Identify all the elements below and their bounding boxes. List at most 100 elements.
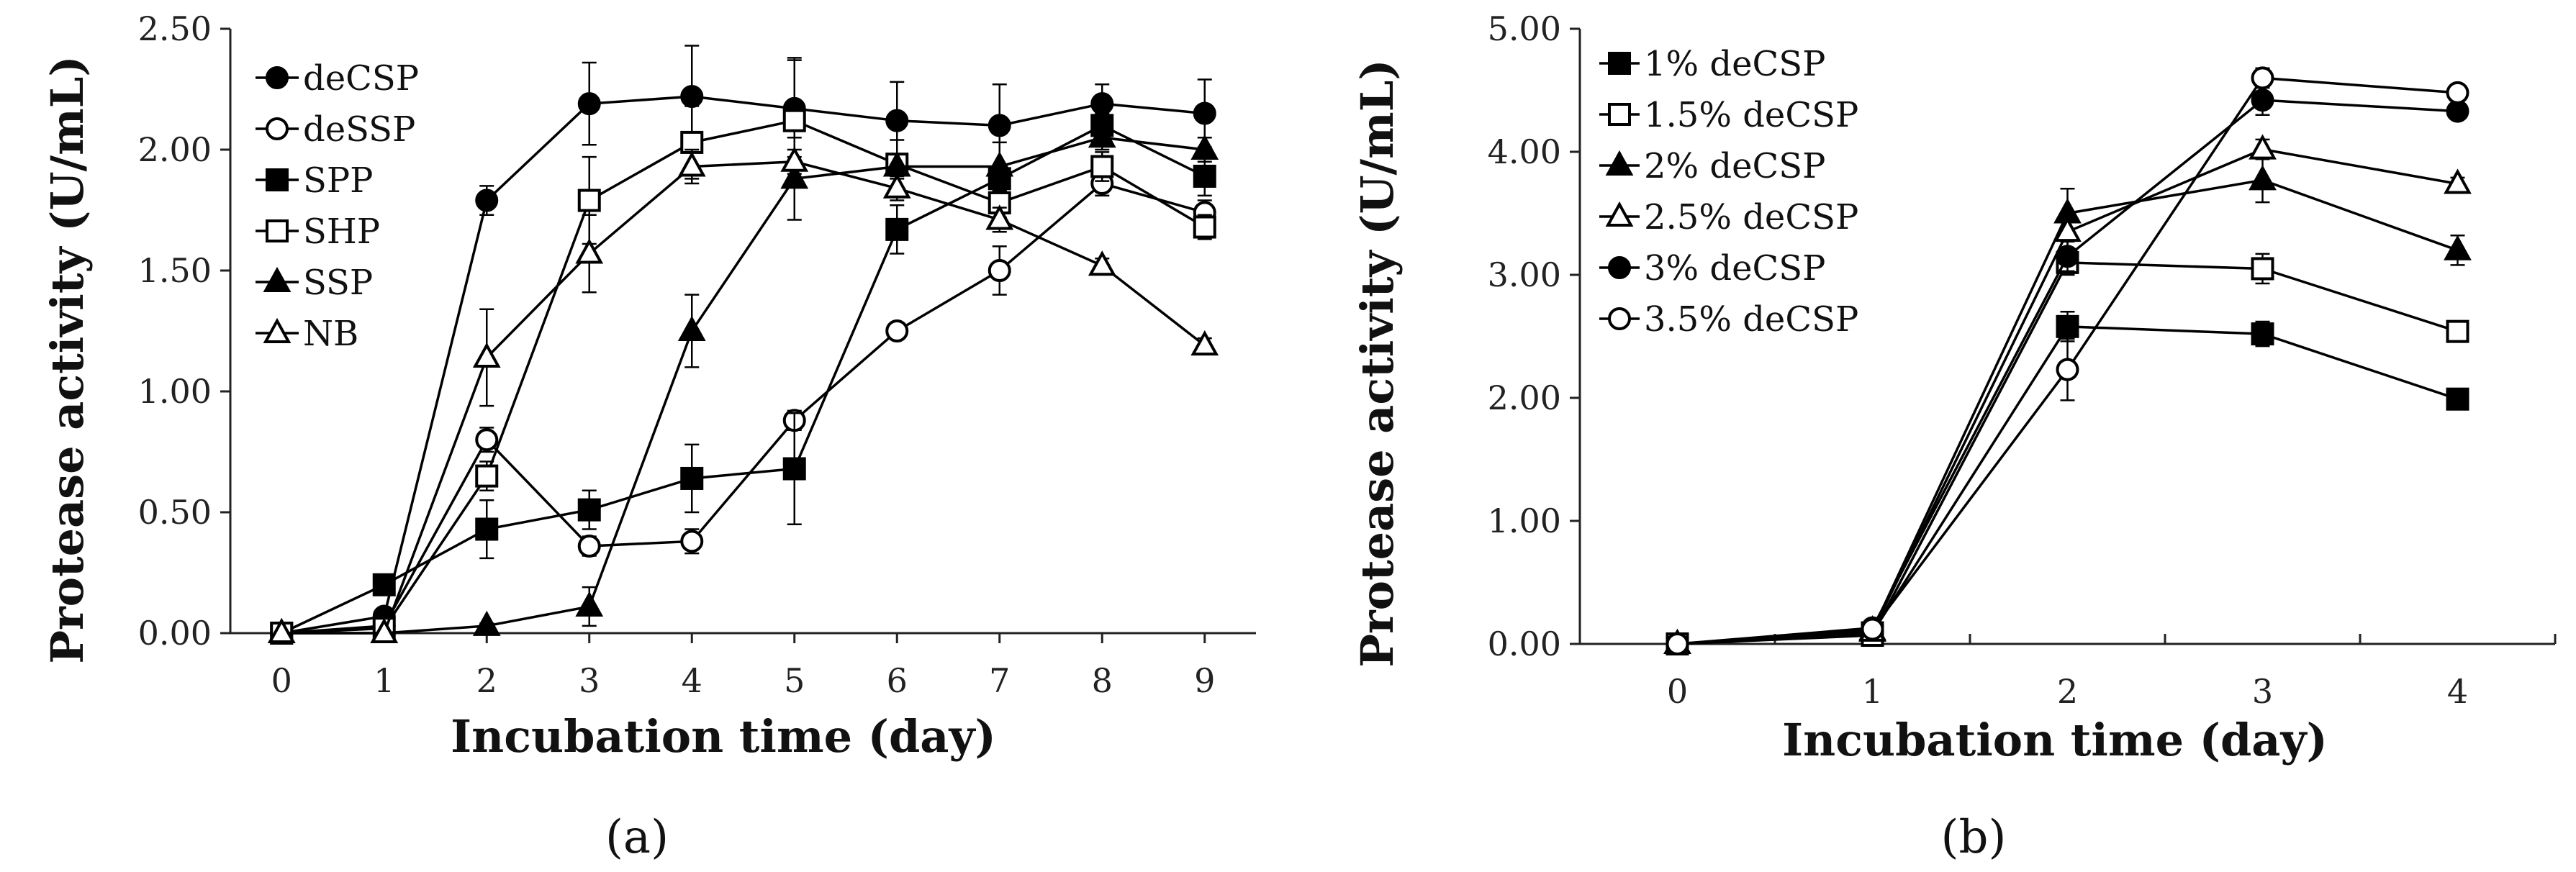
panel-b: (b) Incubation time (day) Protease activ… (1351, 9, 2557, 864)
panel-b-point-3-5-decsp (2056, 358, 2079, 381)
panel-b-legend-label: 1% deCSP (1644, 44, 1825, 84)
panel-a-legend-label: NB (303, 314, 358, 354)
panel-b-point-2-5-decsp (2053, 217, 2082, 242)
panel-a-point-spp (577, 498, 601, 522)
panel-b-legend-marker (1608, 52, 1631, 75)
panel-a-x-tick-label: 9 (1194, 661, 1215, 700)
panel-a-point-shp (782, 109, 806, 132)
panel-a-series-nb (267, 146, 1219, 643)
panel-a-point-ssp (985, 151, 1014, 177)
panel-a-series-line-spp (281, 124, 1206, 635)
panel-a-legend-item-nb: NB (256, 314, 358, 354)
panel-a-point-nb (1088, 250, 1116, 276)
panel-b-point-2-decsp (2249, 165, 2277, 191)
panel-a-legend-item-decsp: deCSP (256, 58, 419, 99)
panel-b-legend-item-1-decsp: 1% deCSP (1599, 44, 1825, 84)
panel-a-legend-item-dessp: deSSP (256, 109, 415, 150)
panel-a-point-nb (370, 617, 399, 643)
panel-a-point-dessp (885, 319, 909, 342)
panel-a-point-shp (577, 189, 601, 212)
panel-a-legend-marker (266, 168, 289, 191)
panel-a-point-spp (782, 457, 806, 481)
panel-b-y-tick-label: 1.00 (1488, 501, 1561, 540)
panel-a-label: (a) (605, 811, 669, 864)
panel-a-x-tick-label: 5 (784, 661, 805, 700)
panel-b-point-2-decsp (2444, 235, 2472, 260)
panel-b-legend-marker (1608, 103, 1631, 126)
panel-a-x-tick-label: 1 (374, 661, 394, 700)
panel-b-point-1-5-decsp (2251, 257, 2274, 281)
panel-a-point-decsp (988, 114, 1011, 137)
panel-b-x-tick-label: 3 (2252, 672, 2273, 711)
panel-a-y-tick-label: 1.50 (138, 251, 212, 290)
panel-b-legend-item-3-decsp: 3% deCSP (1599, 248, 1825, 289)
panel-a-legend-marker (266, 66, 289, 89)
panel-b-legend-marker (1605, 150, 1634, 176)
panel-a-point-decsp (885, 109, 909, 132)
panel-a-legend-marker (266, 117, 289, 140)
panel-a-point-nb (472, 342, 501, 368)
panel-a-point-spp (475, 517, 499, 541)
panel-b-legend-label: 3% deCSP (1644, 248, 1825, 289)
panel-a-point-ssp (1190, 134, 1219, 160)
panel-b-legend-label: 2% deCSP (1644, 146, 1825, 186)
panel-a-y-tick-label: 0.00 (138, 614, 212, 653)
panel-a-x-tick-label: 4 (682, 661, 702, 700)
panel-a-legend-marker (263, 266, 292, 292)
panel-a-point-nb (985, 204, 1014, 230)
panel-a-point-spp (680, 466, 704, 490)
panel-a-point-shp (475, 464, 499, 488)
panel-a-series-line-dessp (281, 182, 1206, 635)
panel-a-point-shp (1090, 155, 1114, 178)
panel-b-legend-item-3-5-decsp: 3.5% deCSP (1599, 299, 1858, 340)
panel-b-x-tick-label: 0 (1667, 672, 1688, 711)
panel-a-series-ssp (267, 122, 1219, 643)
panel-a-legend-label: deCSP (303, 58, 419, 99)
panel-a-point-nb (882, 173, 911, 199)
panel-b-point-3-decsp (2056, 245, 2079, 268)
panel-b-y-tick-label: 0.00 (1488, 625, 1561, 663)
panel-a-point-nb (677, 151, 706, 177)
panel-a-point-decsp (1090, 92, 1114, 116)
panel-a-y-tick-label: 2.00 (138, 130, 212, 169)
panel-b-legend-marker (1605, 201, 1634, 227)
panel-b-point-1-decsp (2056, 314, 2079, 338)
panel-a-y-tick-label: 1.00 (138, 372, 212, 411)
panel-a-point-spp (372, 573, 396, 596)
panel-a-series-dessp (270, 170, 1216, 645)
panel-b-legend-item-2-decsp: 2% deCSP (1599, 146, 1825, 186)
panel-a-legend-item-shp: SHP (256, 212, 380, 252)
panel-a-point-dessp (577, 535, 601, 558)
panel-a-point-ssp (575, 591, 604, 617)
panel-b-point-2-5-decsp (2249, 134, 2277, 160)
panel-a-series-spp (270, 112, 1216, 645)
panel-b-y-tick-label: 3.00 (1488, 255, 1561, 294)
panel-b-y-tick-label: 4.00 (1488, 132, 1561, 171)
panel-b-point-3-5-decsp (1666, 632, 1689, 655)
panel-a-legend-label: SSP (303, 263, 373, 303)
panel-a-legend-item-spp: SPP (256, 160, 373, 201)
panel-b-legend-marker (1608, 256, 1631, 279)
panel-a-point-nb (1190, 330, 1219, 356)
panel-b-x-axis-title: Incubation time (day) (1782, 714, 2328, 766)
panel-a-point-nb (575, 238, 604, 264)
panel-b-x-tick-label: 1 (1862, 672, 1883, 711)
panel-a-x-axis-title: Incubation time (day) (451, 710, 996, 763)
panel-b-point-1-decsp (2446, 387, 2469, 411)
panel-a-point-ssp (780, 163, 809, 189)
panel-a-legend-label: SPP (303, 160, 373, 201)
panel-b-x-tick-label: 4 (2447, 672, 2468, 711)
panel-b-point-1-decsp (2251, 322, 2274, 346)
panel-a-point-spp (885, 217, 909, 241)
panel-a-x-tick-label: 6 (887, 661, 908, 700)
panel-b-point-2-5-decsp (2444, 168, 2472, 194)
panel-a-point-dessp (475, 428, 499, 452)
panel-a-x-tick-label: 0 (271, 661, 292, 700)
panel-b-point-3-decsp (2251, 88, 2274, 112)
panel-a-series-line-shp (281, 119, 1206, 635)
panel-a-legend-label: SHP (303, 212, 380, 252)
panel-a-x-tick-label: 8 (1092, 661, 1113, 700)
panel-b-label: (b) (1941, 811, 2007, 864)
